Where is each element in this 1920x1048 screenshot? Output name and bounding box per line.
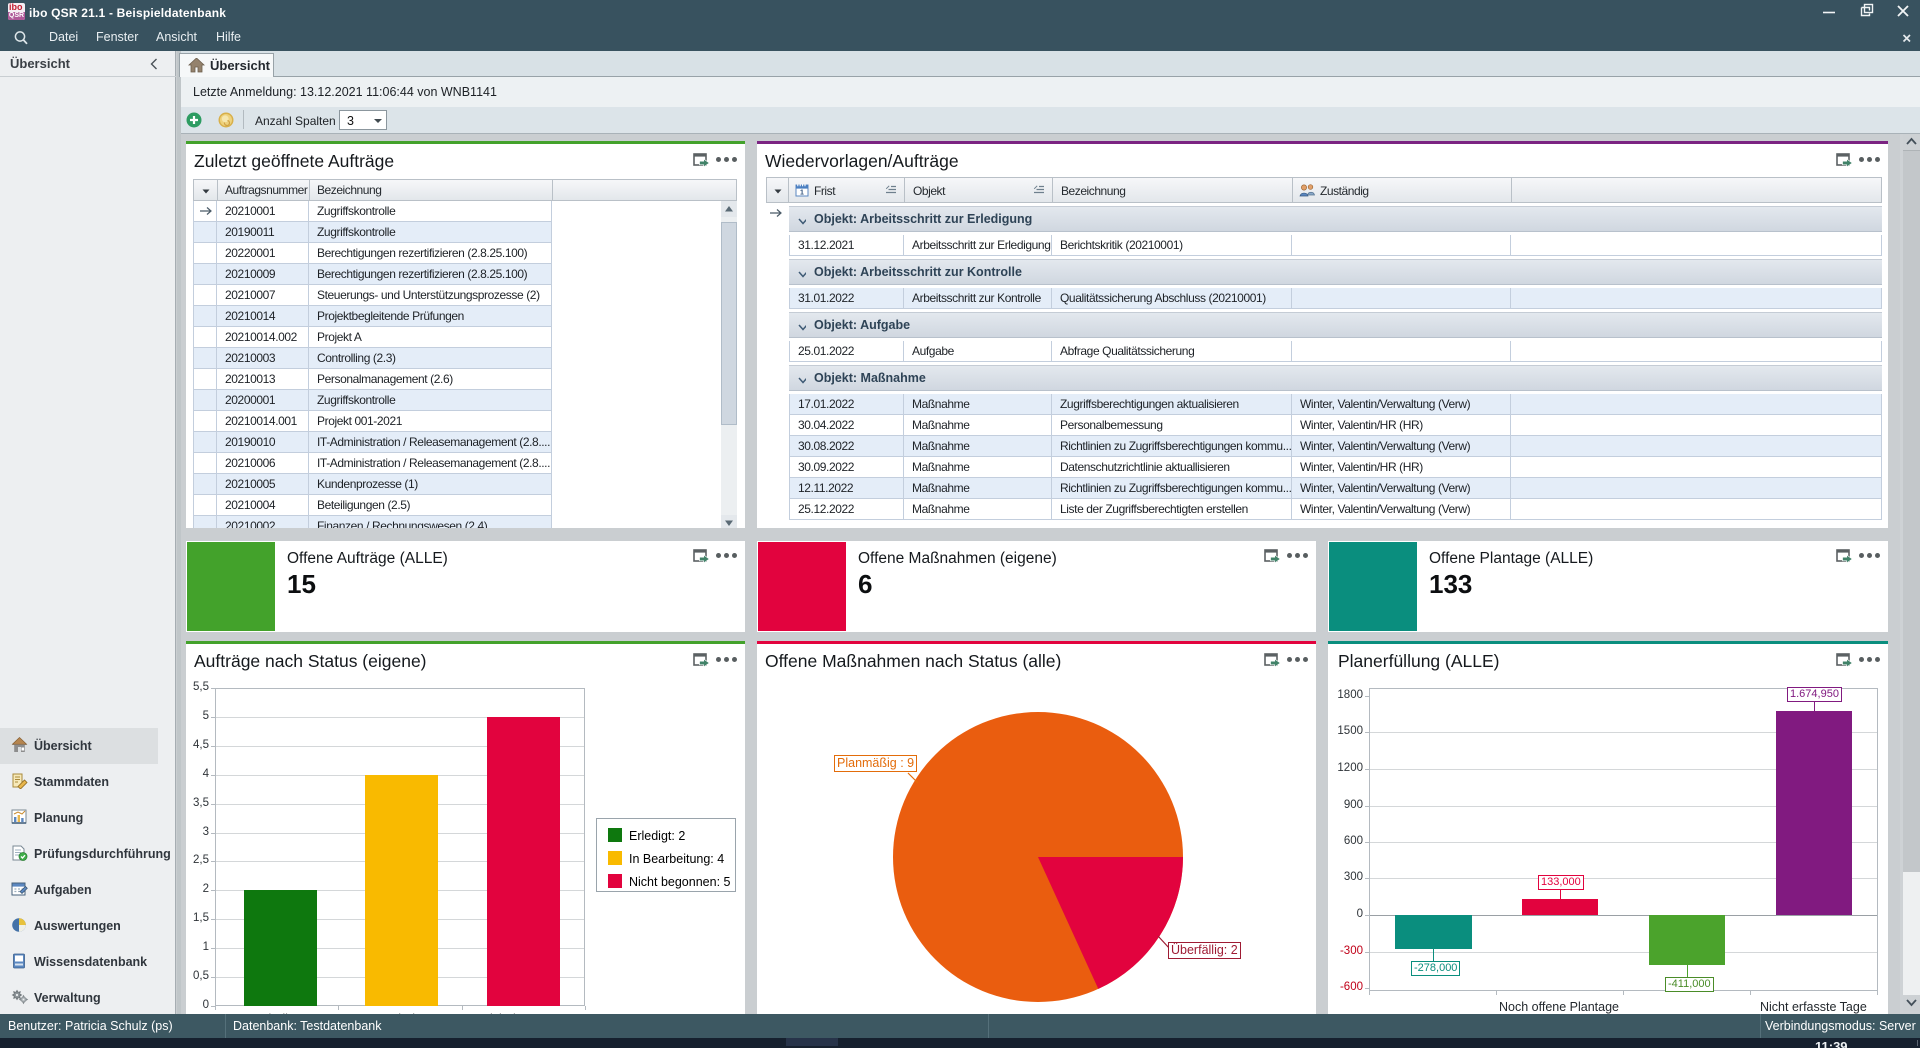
svg-text:1: 1: [800, 190, 804, 197]
